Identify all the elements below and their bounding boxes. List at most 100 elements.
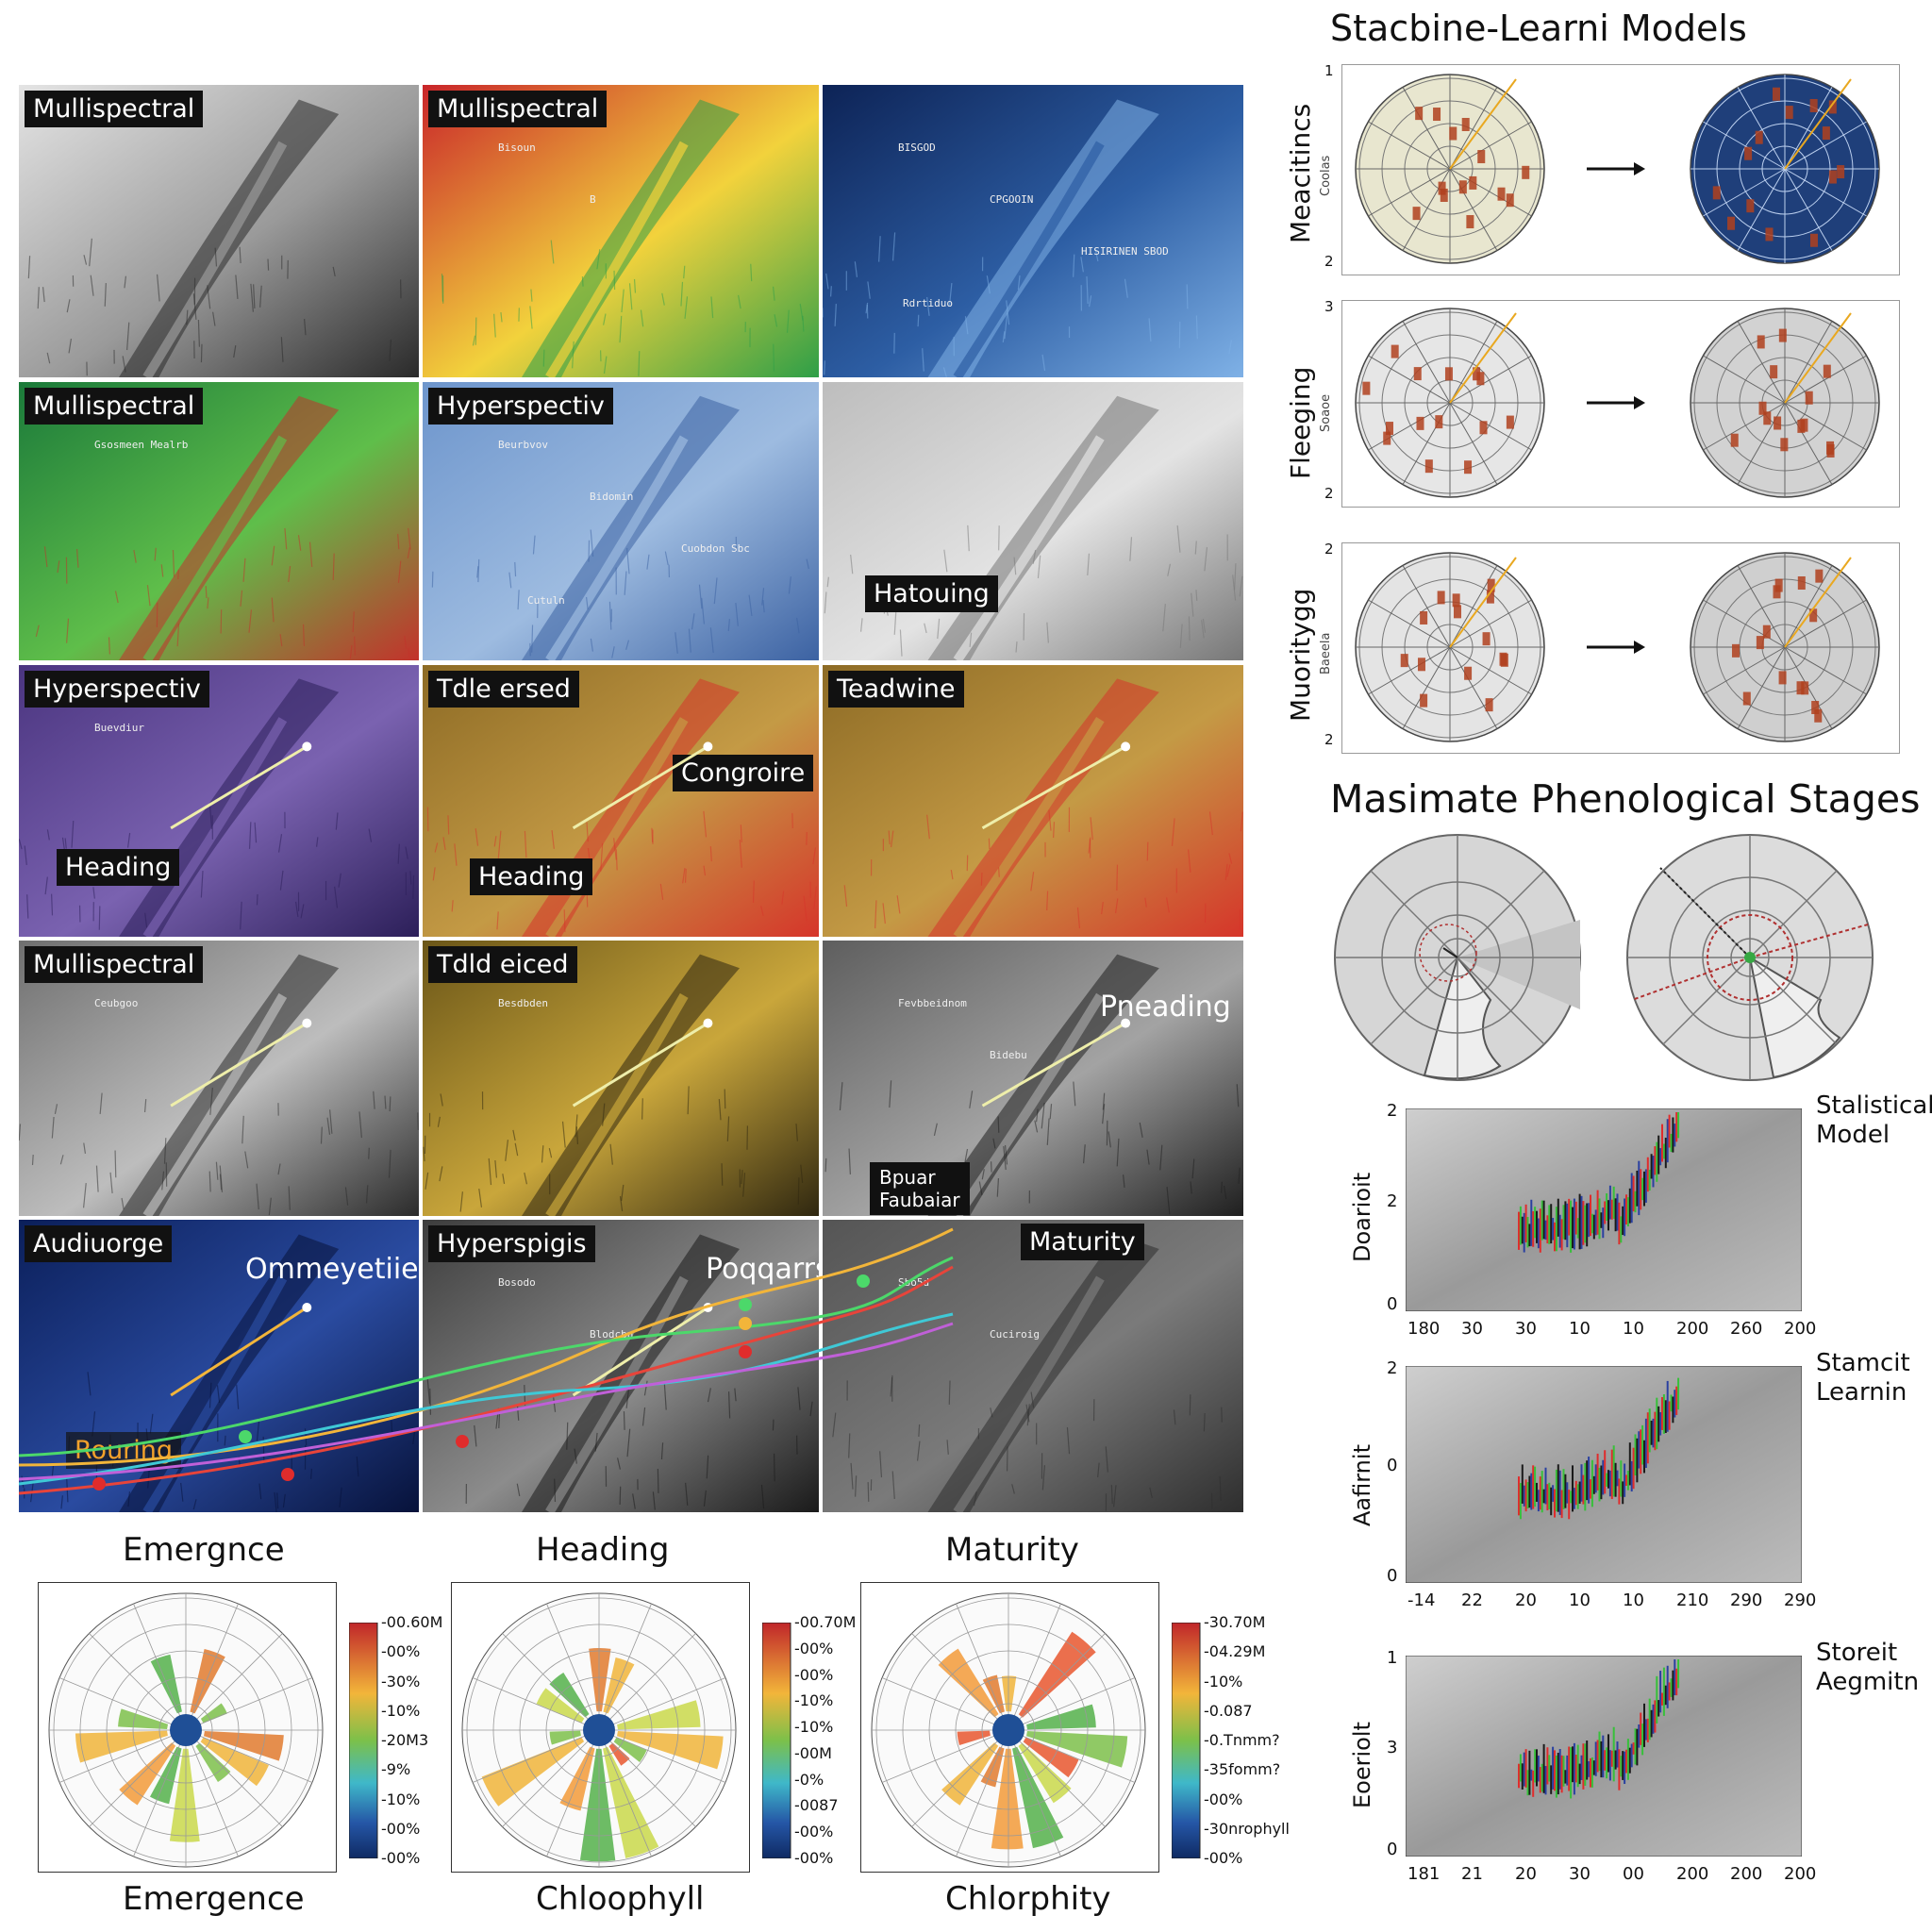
polar-caption: Chloophyll [536,1880,705,1918]
polar-wedge [1018,1742,1072,1804]
chart-xtick: 200 [1730,1864,1763,1884]
polar-wedge [200,1703,227,1724]
panel-ybottom: 2 [1324,253,1334,270]
polar-wedge [1001,1675,1017,1712]
chart-side-label: Stalistical Model [1816,1091,1932,1150]
section-title-stages: Masimate Phenological Stages [1330,776,1921,822]
image-tile: Maturity Sbo5d Cuciroig [823,1220,1243,1512]
polar-wedge [1026,1704,1096,1730]
polar-wedge [589,1648,611,1712]
tile-annotation: Gsosmeen Mealrb [94,439,189,451]
panel-sublabel: Coolas [1319,155,1333,196]
chart-xtick: 200 [1676,1864,1709,1884]
polar-wedge [1012,1746,1064,1849]
polar-wedge [608,1742,630,1766]
colorbar-tick: -0% [794,1770,824,1789]
image-tile: Tdld eiced Besdbden [423,941,819,1216]
trajectory-line [19,1322,954,1481]
chart-xtick: 180 [1407,1319,1441,1339]
chart-xtick: 210 [1676,1591,1709,1610]
polar-wedge [195,1742,231,1782]
colorbar-tick: -10% [1204,1672,1243,1690]
chart-ytick: 1 [1387,1648,1398,1668]
tile-callout: Hatouing [865,575,998,613]
trajectory-point [456,1435,469,1448]
colorbar-tick: -00% [794,1849,834,1867]
chart-xtick: 260 [1730,1319,1763,1339]
tile-annotation: Besdbden [498,997,548,1009]
polar-wedge [149,1746,182,1805]
chart-ytick: 3 [1387,1737,1398,1757]
polar-wedge [118,1708,169,1730]
stage-chart [1406,1108,1802,1311]
stage-polar-left [1334,834,1581,1081]
trajectory-point [739,1317,752,1330]
panel-sublabel: Soaoe [1319,393,1333,432]
tile-label: Maturity [1021,1224,1144,1261]
tile-label: Teadwine [828,671,964,708]
chart-ytick: 0 [1387,1840,1398,1859]
tile-label: Hyperspectiv [25,671,209,708]
double-arrow-icon [572,741,713,830]
chart-ytick: 2 [1387,1191,1398,1211]
chart-ylabel: Eoeriolt [1349,1721,1375,1808]
trajectory-line [19,1227,954,1467]
double-arrow-icon [170,1018,312,1108]
polar-wedge [203,1730,284,1761]
stage-polar-right [1626,834,1874,1081]
tile-annotation: Fevbbeidnom [898,997,967,1009]
trajectory-line [19,1265,954,1495]
tile-overlay-text: Ommeyetiieg [245,1253,419,1286]
chart-side-label: Storeit Aegmitn [1816,1639,1920,1697]
trajectory-point [857,1274,870,1288]
panel-ylabel: Fleeging [1285,366,1316,479]
polar-wedge [190,1649,225,1714]
colorbar-tick: -9% [381,1760,411,1779]
image-tile: Mullispectral Bisoun B [423,85,819,377]
colorbar-tick: -0087 [794,1796,839,1815]
double-arrow-icon [170,1303,312,1397]
chart-xtick: 10 [1569,1319,1591,1339]
image-tile: Hyperspectiv Heading Buevdiur [19,665,419,937]
colorbar-tick: -00% [381,1849,421,1867]
model-diagram [1355,74,1880,264]
model-diagram [1355,552,1880,742]
tile-label: Mullispectral [25,388,204,425]
tile-callout: Pneading [1100,991,1231,1024]
tile-callout-secondary: Congroire [673,755,814,792]
chart-xtick: 20 [1515,1591,1537,1610]
colorbar-tick: -30.70M [1204,1613,1266,1631]
chart-xtick: 30 [1569,1864,1591,1884]
image-tile: Hyperspectiv Beurbvov Bidomin Cuobdon Sbc Cu… [423,382,819,660]
tile-label: Mullispectral [428,91,608,128]
section-title-models: Stacbine-Learni Models [1330,8,1747,49]
tile-annotation: BISGOD [898,142,936,154]
colorbar-tick: -00% [1204,1790,1243,1808]
tile-label: Hyperspigis [428,1225,595,1263]
chart-xtick: 10 [1569,1591,1591,1610]
tile-annotation: Beurbvov [498,439,548,451]
polar-wedge [1023,1737,1079,1778]
chart-xtick: 200 [1784,1864,1817,1884]
tile-annotation: Cuciroig [990,1328,1040,1341]
tile-box-line: Faubaiar [879,1189,960,1211]
colorbar-tick: -00M [794,1743,832,1762]
tile-label: Tdld eiced [428,946,577,984]
trajectory-line [19,1256,954,1457]
tile-annotation: Bosodo [498,1276,536,1289]
tile-box: Bpuar Faubaiar [870,1162,970,1215]
colorbar [349,1623,378,1858]
chart-xtick: 10 [1623,1319,1644,1339]
panel-ybottom: 2 [1324,731,1334,748]
polar-map [461,1592,737,1868]
double-arrow-icon [170,741,312,830]
tile-annotation: B [590,193,596,206]
trajectory-point [281,1468,294,1481]
colorbar-tick: -00% [1204,1849,1243,1867]
tile-annotation: Rdrtiduo [903,297,953,309]
image-tile: BISGOD CPGOOIN HISIRINEN SBOD Rdrtiduo [823,85,1243,377]
chart-xtick: 181 [1407,1864,1441,1884]
tile-callout: Heading [470,858,593,896]
polar-wedge [991,1748,1024,1850]
polar-wedge [616,1730,724,1770]
